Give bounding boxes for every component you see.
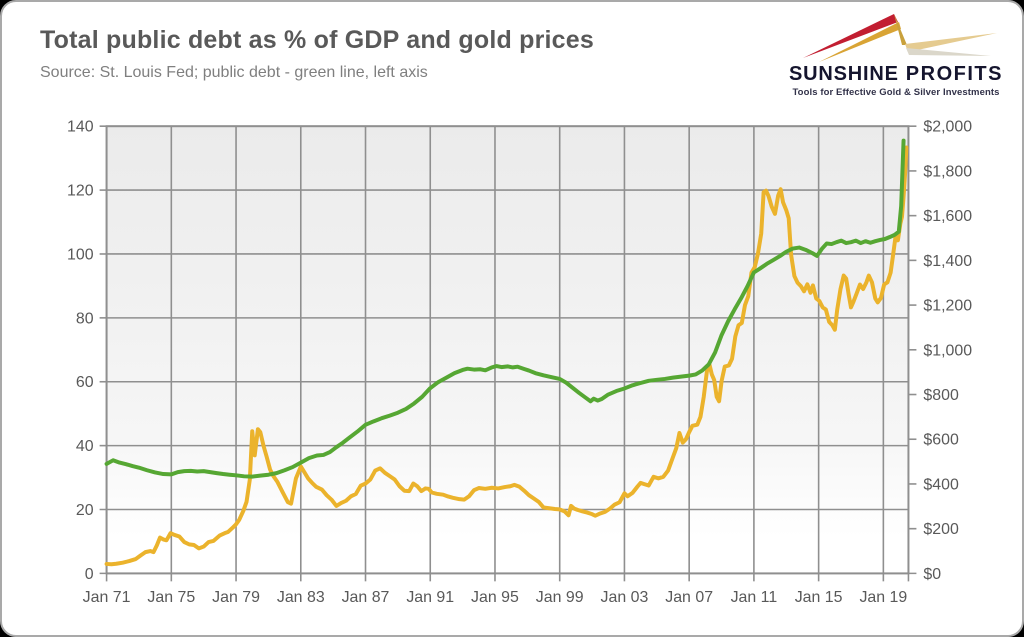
svg-text:$1,400: $1,400 [923, 253, 972, 270]
svg-text:Jan 79: Jan 79 [212, 589, 260, 606]
svg-text:$1,200: $1,200 [923, 298, 972, 315]
svg-text:$200: $200 [923, 521, 959, 538]
svg-text:140: 140 [67, 119, 94, 136]
gridlines [105, 125, 910, 575]
svg-text:Jan 19: Jan 19 [859, 589, 907, 606]
svg-text:Jan 95: Jan 95 [471, 589, 519, 606]
svg-text:20: 20 [76, 502, 94, 519]
svg-text:$2,000: $2,000 [923, 119, 972, 136]
svg-text:Jan 07: Jan 07 [665, 589, 713, 606]
svg-text:Jan 11: Jan 11 [731, 589, 778, 606]
gold-line [104, 145, 909, 567]
svg-text:$0: $0 [923, 566, 941, 583]
svg-text:80: 80 [76, 310, 94, 327]
svg-text:$400: $400 [923, 476, 959, 493]
axis-ticks [99, 125, 917, 582]
svg-text:Jan 15: Jan 15 [795, 589, 843, 606]
debt-line [104, 138, 906, 479]
svg-text:Jan 87: Jan 87 [342, 589, 390, 606]
svg-text:Jan 03: Jan 03 [601, 589, 649, 606]
plot-area [106, 126, 909, 574]
svg-text:120: 120 [67, 183, 94, 200]
svg-text:60: 60 [76, 374, 94, 391]
svg-text:$1,000: $1,000 [923, 342, 972, 359]
x-axis-labels: Jan 71 Jan 75 Jan 79 Jan 83 Jan 87 Jan 91 Jan … [83, 589, 908, 606]
chart-title: Total public debt as % of GDP and gold p… [40, 26, 594, 54]
svg-text:$800: $800 [923, 387, 959, 404]
svg-text:Jan 83: Jan 83 [277, 589, 325, 606]
svg-text:Jan 91: Jan 91 [406, 589, 454, 606]
chart-subtitle: Source: St. Louis Fed; public debt - gre… [40, 64, 428, 81]
svg-text:$600: $600 [923, 432, 959, 449]
logo-name-secondary: PROFITS [905, 63, 1003, 85]
svg-text:$1,800: $1,800 [923, 163, 972, 180]
svg-text:Jan 99: Jan 99 [536, 589, 584, 606]
svg-text:Jan 71: Jan 71 [83, 589, 131, 606]
left-axis-labels: 0 20 40 60 80 100 120 140 [67, 119, 94, 583]
svg-text:0: 0 [85, 566, 94, 583]
svg-text:40: 40 [76, 438, 94, 455]
logo-name: SUNSHINE PROFITS [782, 63, 1010, 86]
logo-rays-icon [803, 14, 997, 62]
svg-text:Jan 75: Jan 75 [147, 589, 195, 606]
right-axis-labels: $0 $200 $400 $600 $800 $1,000 $1,200 $1,400 $1,6… [923, 119, 972, 583]
logo-name-primary: SUNSHINE [789, 63, 899, 85]
logo-tagline: Tools for Effective Gold & Silver Invest… [792, 87, 1000, 98]
svg-text:$1,600: $1,600 [923, 208, 972, 225]
svg-text:100: 100 [67, 246, 94, 263]
brand-logo: SUNSHINE PROFITS Tools for Effective Gold… [782, 12, 1010, 98]
